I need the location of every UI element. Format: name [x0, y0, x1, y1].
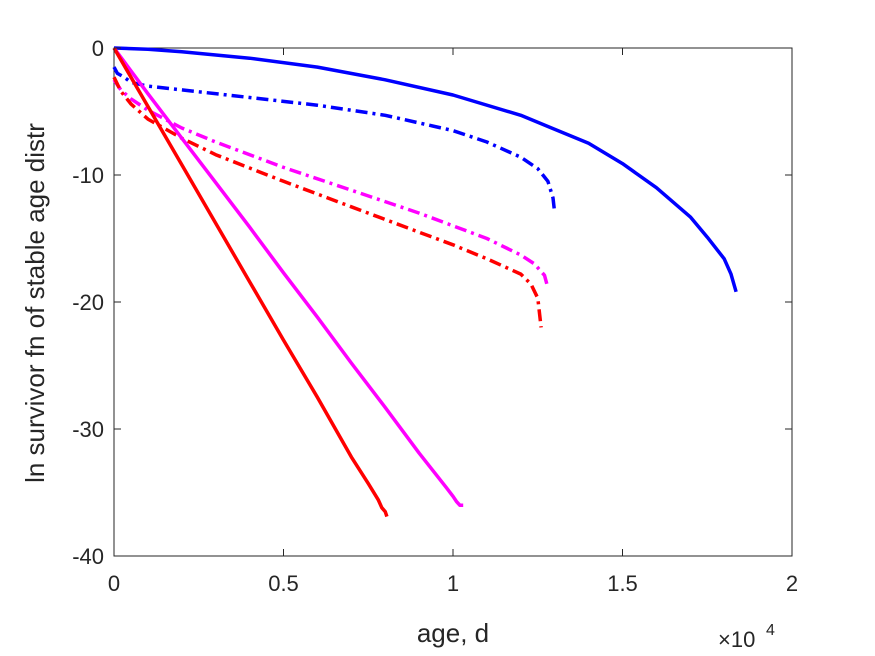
x-tick-label: 0.5	[268, 571, 299, 596]
series-line-5-solid	[112, 46, 464, 507]
x-tick-label: 0	[108, 571, 120, 596]
series-line-1-solid	[113, 46, 738, 293]
x-tick-label: 2	[786, 571, 798, 596]
y-tick-label: -40	[72, 544, 104, 569]
y-tick-label: -20	[72, 290, 104, 315]
y-tick-label: -30	[72, 417, 104, 442]
plot-area-frame	[113, 47, 793, 557]
x-exponent-base: ×10	[718, 627, 755, 652]
x-tick-label: 1	[447, 571, 459, 596]
x-exponent-power: 4	[766, 622, 775, 639]
series-line-6-solid	[112, 47, 389, 518]
y-tick-label: -10	[72, 163, 104, 188]
series-line-3-dashdot	[112, 78, 550, 289]
y-axis-label: ln survivor fn of stable age distr	[20, 123, 50, 483]
tick-layer	[113, 47, 793, 557]
series-line-2-dashdot	[112, 66, 557, 214]
label-layer: 0 0.5 1 1.5 2 0 -10 -20 -30 -40	[72, 36, 798, 596]
x-tick-label: 1.5	[607, 571, 638, 596]
x-axis-label: age, d	[417, 618, 489, 648]
y-tick-label: 0	[92, 36, 104, 61]
series-layer	[112, 46, 738, 518]
x-exponent-label: ×10 4	[718, 622, 775, 652]
series-line-4-dashdot	[112, 76, 543, 328]
